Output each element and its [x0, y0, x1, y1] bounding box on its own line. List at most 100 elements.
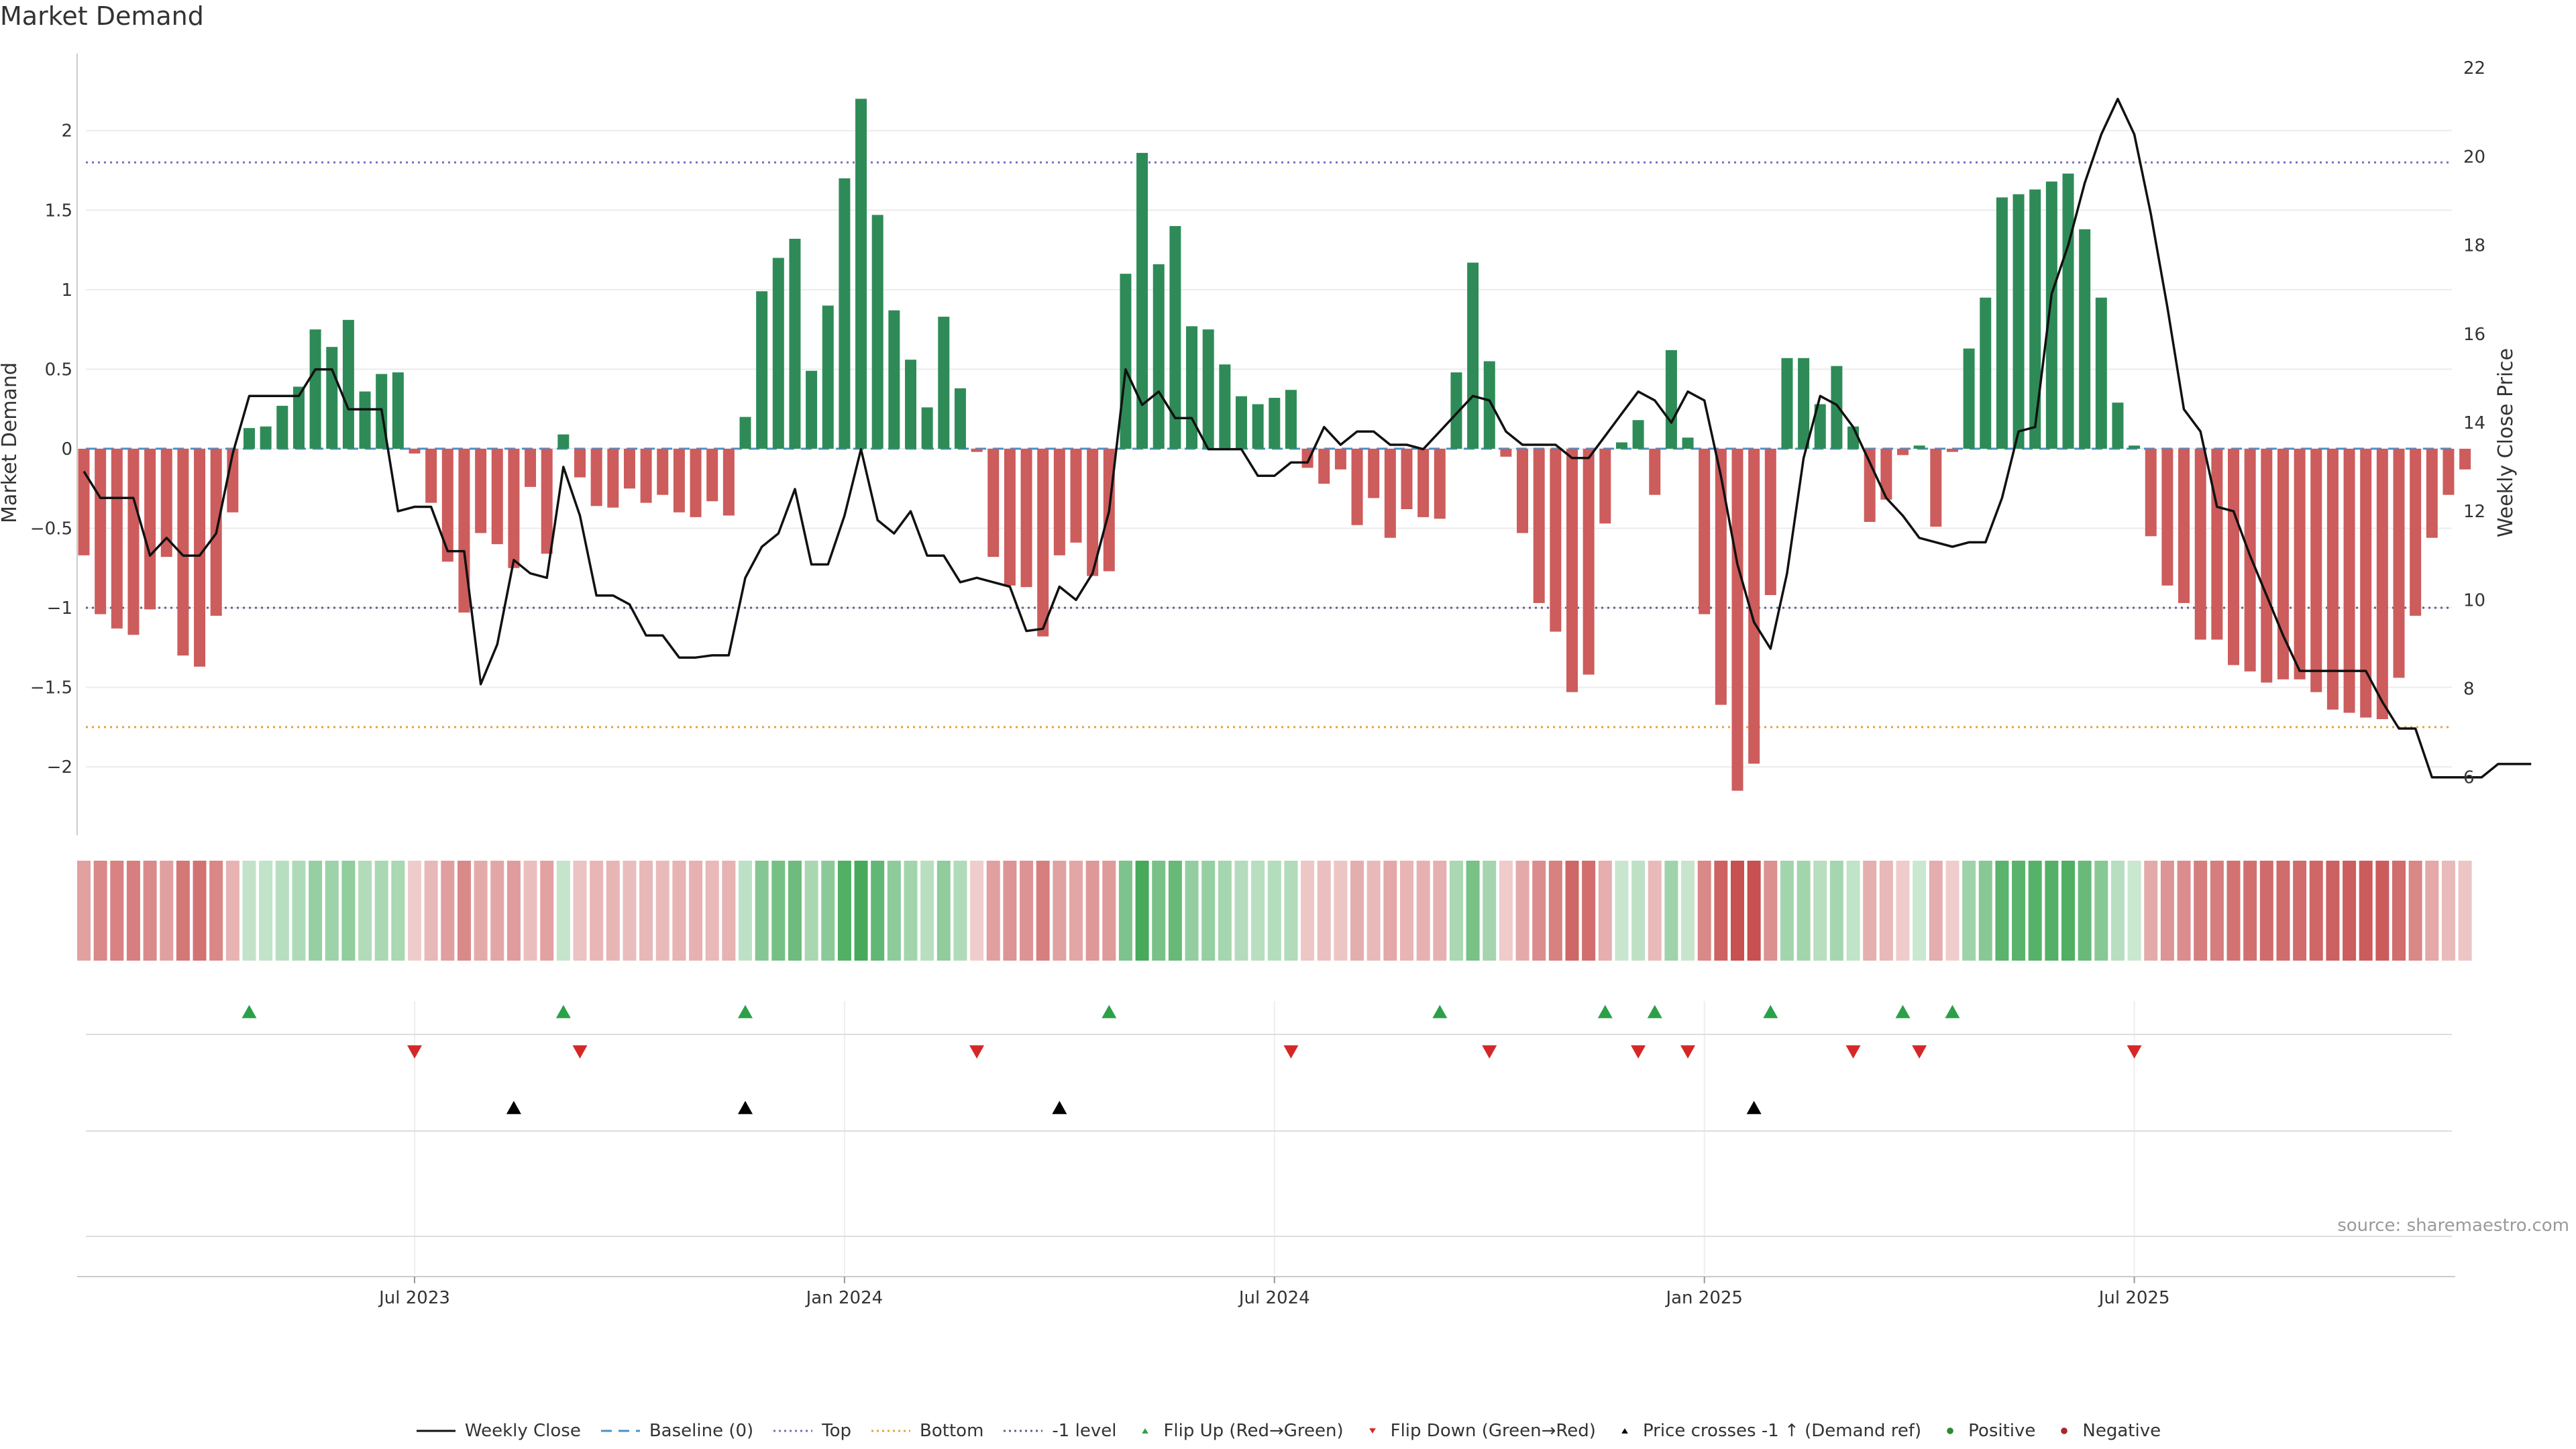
demand-bar [1136, 152, 1148, 449]
demand-bar [1368, 448, 1380, 498]
legend-label: Top [822, 1421, 852, 1441]
legend-label: Positive [1968, 1421, 2036, 1441]
demand-bar [971, 448, 983, 452]
legend-dot-line-icon [773, 1430, 813, 1432]
y-tick-label: −2 [47, 757, 72, 777]
demand-bar [2310, 448, 2322, 692]
demand-bar [1152, 264, 1165, 449]
heat-cell [225, 861, 239, 961]
demand-bar [640, 448, 652, 503]
demand-bar [1599, 448, 1611, 524]
demand-bar [921, 407, 933, 449]
heat-cell [2259, 861, 2273, 961]
demand-bar [160, 448, 172, 557]
heat-cell [391, 861, 405, 961]
heat-cell [1929, 861, 1943, 961]
weekly-close-polyline [83, 97, 2532, 779]
heat-cell [474, 861, 488, 961]
heat-cell [2375, 861, 2390, 961]
heat-cell [1483, 861, 1497, 961]
heat-cell [176, 861, 190, 961]
demand-bar [1632, 420, 1644, 449]
demand-bar [2294, 448, 2306, 680]
demand-bar [2012, 194, 2025, 449]
demand-bar [1004, 448, 1016, 586]
demand-bar [1120, 274, 1132, 449]
heat-cell [1416, 861, 1430, 961]
heat-cell [1433, 861, 1447, 961]
demand-bar [954, 388, 966, 449]
demand-bar [2393, 448, 2405, 678]
demand-bar [525, 448, 537, 487]
legend-label: Price crosses -1 ↑ (Demand ref) [1642, 1421, 1922, 1441]
demand-bar [1566, 448, 1578, 692]
heat-cell [1251, 861, 1265, 961]
heatmap-strip [77, 861, 2472, 961]
demand-bar [1401, 448, 1413, 510]
heat-cell [309, 861, 323, 961]
heat-cell [1697, 861, 1711, 961]
flip-down-marker [1680, 1045, 1696, 1059]
heat-cell [1383, 861, 1397, 961]
heat-cell [1582, 861, 1596, 961]
legend: Weekly Close Baseline (0) Top Bottom -1 … [0, 1421, 2576, 1441]
flip-up-marker [1763, 1005, 1778, 1018]
heat-cell [457, 861, 471, 961]
demand-bar [987, 448, 1000, 557]
heat-cell [126, 861, 140, 961]
demand-bar [1467, 262, 1479, 449]
heat-cell [606, 861, 620, 961]
demand-bar [1219, 364, 1231, 449]
flip-down-marker [1631, 1045, 1646, 1059]
y-tick-label: −0.5 [30, 519, 72, 539]
demand-bar [1880, 448, 1892, 500]
chart-title: Market Demand [0, 1, 204, 31]
flip-down-marker [1283, 1045, 1299, 1059]
demand-bar [1649, 448, 1661, 495]
demand-bar [1202, 329, 1214, 449]
heat-cell [523, 861, 537, 961]
y2-axis-title: Weekly Close Price [2494, 348, 2518, 537]
heat-cell [2210, 861, 2224, 961]
heat-cell [1913, 861, 1927, 961]
demand-bar [2161, 448, 2174, 586]
demand-bar [177, 448, 189, 656]
flip-down-marker [1912, 1045, 1927, 1059]
demand-bar [1037, 448, 1049, 637]
y2-tick-label: 12 [2463, 502, 2485, 522]
heat-cell [358, 861, 372, 961]
demand-bar [292, 386, 305, 449]
signal-markers [241, 1005, 2142, 1114]
legend-item-top: Top [772, 1421, 851, 1441]
axes: −2 −1.5 −1 −0.5 0 0.5 1 1.5 2 6 8 10 12 14 16 18 20 22 Jul… [30, 54, 2485, 1308]
legend-dot-line-icon [1004, 1430, 1043, 1432]
heat-cell [970, 861, 984, 961]
heat-cell [1780, 861, 1794, 961]
heat-cell [1962, 861, 1976, 961]
legend-dash-icon [600, 1430, 640, 1432]
heat-cell [771, 861, 786, 961]
heat-cell [2028, 861, 2042, 961]
heat-cell [209, 861, 223, 961]
demand-bar [1980, 297, 1992, 449]
demand-bar [871, 215, 883, 449]
heat-cell [1945, 861, 1960, 961]
heat-cell [2094, 861, 2108, 961]
y2-tick-label: 10 [2463, 590, 2485, 610]
heat-cell [2177, 861, 2191, 961]
demand-bar [1169, 225, 1181, 449]
demand-bar [111, 448, 123, 629]
heat-cell [292, 861, 306, 961]
demand-bar [1269, 398, 1281, 449]
heat-cell [2144, 861, 2158, 961]
heat-cell [722, 861, 736, 961]
heat-cell [556, 861, 570, 961]
heat-cell [341, 861, 356, 961]
flip-down-marker [1482, 1045, 1497, 1059]
demand-bar [722, 448, 735, 516]
weekly-close-line [83, 97, 2532, 779]
flip-down-marker [969, 1045, 985, 1059]
legend-item-negative: Negative [2054, 1421, 2161, 1441]
demand-bar [1087, 448, 1099, 576]
demand-bar [2443, 448, 2455, 495]
